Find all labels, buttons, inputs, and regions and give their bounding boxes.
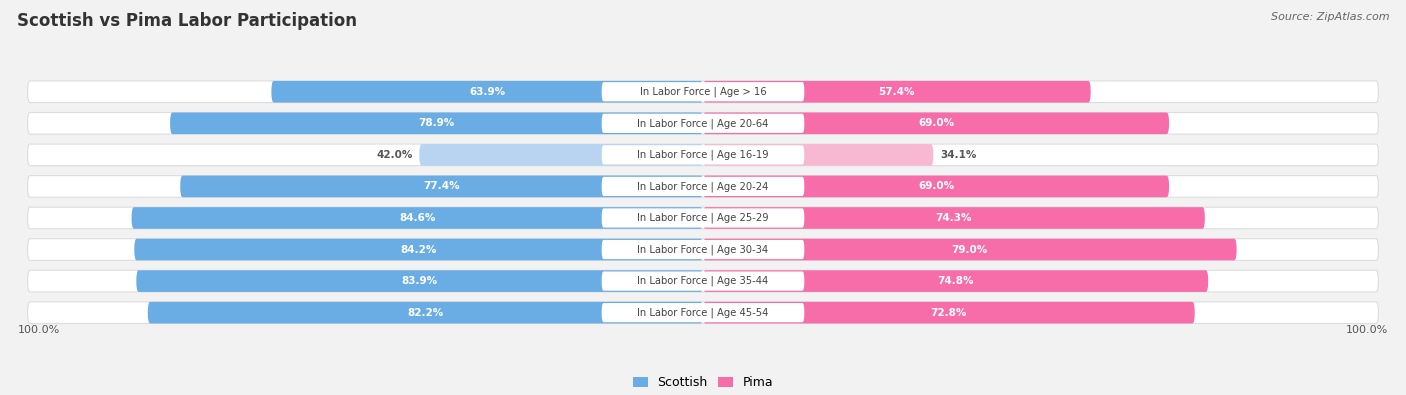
FancyBboxPatch shape (602, 177, 804, 196)
Text: 74.3%: 74.3% (935, 213, 972, 223)
FancyBboxPatch shape (703, 302, 1195, 324)
FancyBboxPatch shape (703, 239, 1237, 260)
FancyBboxPatch shape (602, 145, 804, 164)
FancyBboxPatch shape (28, 113, 1378, 134)
Text: 69.0%: 69.0% (918, 181, 955, 192)
FancyBboxPatch shape (602, 209, 804, 228)
Text: In Labor Force | Age 30-34: In Labor Force | Age 30-34 (637, 244, 769, 255)
FancyBboxPatch shape (148, 302, 703, 324)
Text: In Labor Force | Age > 16: In Labor Force | Age > 16 (640, 87, 766, 97)
FancyBboxPatch shape (28, 270, 1378, 292)
Text: In Labor Force | Age 25-29: In Labor Force | Age 25-29 (637, 213, 769, 223)
FancyBboxPatch shape (703, 207, 1205, 229)
Text: 77.4%: 77.4% (423, 181, 460, 192)
FancyBboxPatch shape (170, 113, 703, 134)
Text: 78.9%: 78.9% (419, 118, 454, 128)
FancyBboxPatch shape (602, 114, 804, 133)
Text: 72.8%: 72.8% (931, 308, 967, 318)
FancyBboxPatch shape (28, 239, 1378, 260)
Text: In Labor Force | Age 16-19: In Labor Force | Age 16-19 (637, 150, 769, 160)
Text: 69.0%: 69.0% (918, 118, 955, 128)
FancyBboxPatch shape (419, 144, 703, 166)
Text: In Labor Force | Age 20-24: In Labor Force | Age 20-24 (637, 181, 769, 192)
FancyBboxPatch shape (602, 82, 804, 102)
FancyBboxPatch shape (271, 81, 703, 103)
Text: 84.6%: 84.6% (399, 213, 436, 223)
FancyBboxPatch shape (28, 81, 1378, 103)
FancyBboxPatch shape (703, 113, 1168, 134)
FancyBboxPatch shape (703, 176, 1168, 197)
Text: 83.9%: 83.9% (402, 276, 437, 286)
Text: 100.0%: 100.0% (1347, 325, 1389, 335)
Text: 79.0%: 79.0% (952, 245, 988, 254)
FancyBboxPatch shape (28, 207, 1378, 229)
Text: In Labor Force | Age 20-64: In Labor Force | Age 20-64 (637, 118, 769, 128)
FancyBboxPatch shape (602, 271, 804, 291)
Text: 42.0%: 42.0% (377, 150, 412, 160)
Text: Scottish vs Pima Labor Participation: Scottish vs Pima Labor Participation (17, 12, 357, 30)
Text: 100.0%: 100.0% (17, 325, 59, 335)
FancyBboxPatch shape (602, 240, 804, 259)
Text: 82.2%: 82.2% (408, 308, 443, 318)
Text: In Labor Force | Age 45-54: In Labor Force | Age 45-54 (637, 307, 769, 318)
Text: 34.1%: 34.1% (941, 150, 976, 160)
FancyBboxPatch shape (602, 303, 804, 322)
Text: 74.8%: 74.8% (938, 276, 974, 286)
Legend: Scottish, Pima: Scottish, Pima (627, 371, 779, 394)
Text: Source: ZipAtlas.com: Source: ZipAtlas.com (1271, 12, 1389, 22)
Text: In Labor Force | Age 35-44: In Labor Force | Age 35-44 (637, 276, 769, 286)
FancyBboxPatch shape (28, 302, 1378, 324)
FancyBboxPatch shape (28, 144, 1378, 166)
FancyBboxPatch shape (136, 270, 703, 292)
FancyBboxPatch shape (132, 207, 703, 229)
FancyBboxPatch shape (135, 239, 703, 260)
Text: 63.9%: 63.9% (470, 87, 505, 97)
Text: 84.2%: 84.2% (401, 245, 437, 254)
FancyBboxPatch shape (703, 81, 1091, 103)
FancyBboxPatch shape (703, 270, 1208, 292)
FancyBboxPatch shape (180, 176, 703, 197)
FancyBboxPatch shape (703, 144, 934, 166)
FancyBboxPatch shape (28, 176, 1378, 197)
Text: 57.4%: 57.4% (879, 87, 915, 97)
